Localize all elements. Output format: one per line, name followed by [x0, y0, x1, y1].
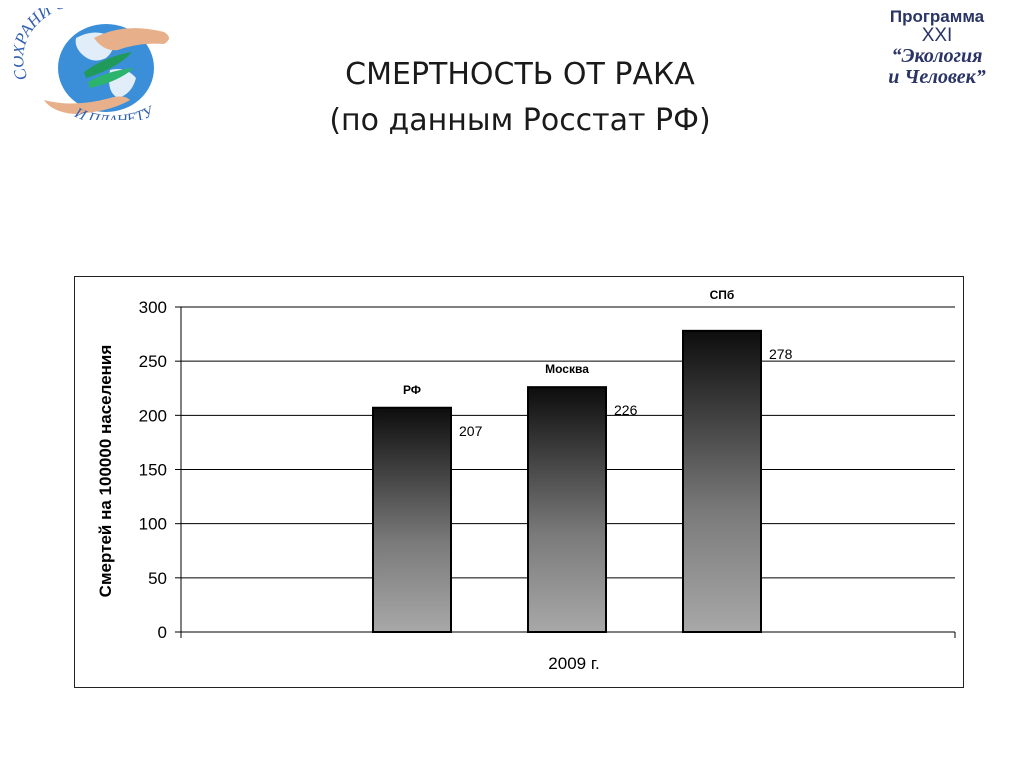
logo-right-line3: “Экология: [891, 44, 983, 67]
bar-chart: 0 50 100 150 200 250 300 РФ 207 Москва 226 СПб 278 С…: [96, 288, 956, 673]
y-tick-label: 150: [139, 461, 167, 480]
globe-hands-icon: СОХРАНИ СЕБЯ И ПЛАНЕТУ: [8, 0, 169, 129]
chart-frame: 0 50 100 150 200 250 300 РФ 207 Москва 226 СПб 278 С…: [74, 276, 964, 688]
leaf-icon: [88, 68, 134, 88]
logo-right-line1: Программа: [889, 7, 985, 26]
y-tick-label: 200: [139, 406, 167, 425]
logo-right: Программа XXI “Экология и Человек”: [858, 8, 1016, 88]
bar-2: [527, 386, 607, 633]
y-tick-label: 50: [148, 569, 167, 588]
title-line1: СМЕРТНОСТЬ ОТ РАКА: [345, 57, 695, 92]
hand-icon: [44, 96, 130, 114]
category-label: РФ: [403, 383, 421, 397]
page-title: СМЕРТНОСТЬ ОТ РАКА (по данным Росстат РФ…: [200, 52, 840, 144]
data-label: 207: [459, 423, 483, 439]
logo-right-line4: и Человек”: [888, 65, 986, 88]
hand-icon: [94, 28, 169, 51]
category-label: СПб: [710, 288, 735, 302]
bar-3: [682, 329, 762, 633]
data-label: 226: [614, 402, 638, 418]
x-axis-title: 2009 г.: [548, 654, 599, 673]
logo-left: СОХРАНИ СЕБЯ И ПЛАНЕТУ: [8, 0, 186, 129]
y-tick-label: 300: [139, 298, 167, 317]
y-tick-label: 100: [139, 515, 167, 534]
y-axis-title: Смертей на 100000 населения: [96, 345, 115, 598]
data-label: 278: [769, 346, 793, 362]
category-label: Москва: [545, 362, 589, 376]
title-line2: (по данным Росстат РФ): [329, 103, 711, 138]
leaf-icon: [84, 52, 132, 78]
bar-1: [372, 406, 452, 633]
logo-right-line2: XXI: [921, 24, 953, 46]
y-tick-label: 250: [139, 352, 167, 371]
y-tick-label: 0: [158, 623, 167, 642]
